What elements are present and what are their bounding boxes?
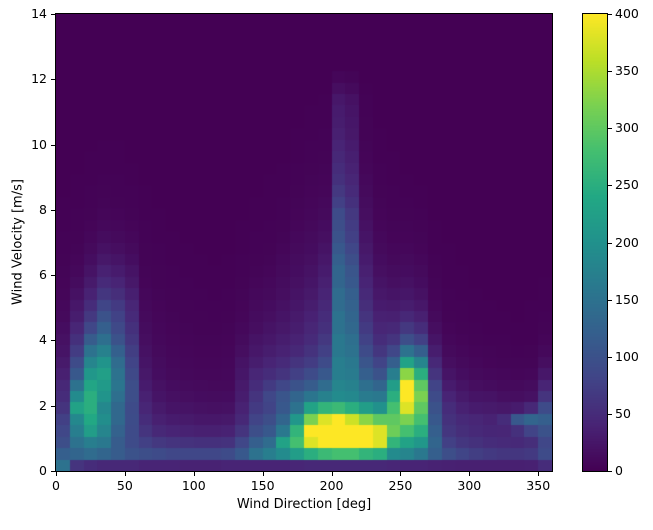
colorbar-tick-mark (608, 185, 612, 187)
x-tick-mark (469, 472, 471, 476)
colorbar-tick-mark (608, 14, 612, 15)
x-tick-mark (331, 472, 333, 476)
y-tick-label: 2 (39, 397, 47, 413)
y-tick-mark (51, 209, 55, 211)
colorbar (582, 13, 608, 472)
x-axis-label: Wind Direction [deg] (236, 497, 372, 512)
x-tick-label: 100 (181, 478, 206, 493)
colorbar-tick-mark (608, 299, 612, 301)
x-tick-mark (56, 472, 57, 476)
colorbar-tick-label: 350 (615, 62, 639, 78)
x-tick-mark (538, 472, 540, 476)
x-tick-mark (262, 472, 264, 476)
colorbar-tick-label: 100 (615, 348, 639, 364)
y-tick-label: 0 (39, 462, 47, 478)
colorbar-tick-mark (608, 471, 612, 472)
y-tick-mark (51, 405, 55, 407)
heatmap-plot-area (55, 13, 553, 472)
y-tick-mark (51, 79, 55, 81)
y-tick-label: 12 (31, 71, 47, 87)
x-tick-mark (124, 472, 126, 476)
y-tick-label: 14 (31, 5, 47, 21)
colorbar-tick-label: 0 (615, 462, 623, 478)
x-tick-mark (193, 472, 195, 476)
colorbar-tick-mark (608, 413, 612, 415)
x-tick-label: 200 (319, 478, 344, 493)
colorbar-gradient (583, 14, 607, 471)
x-tick-label: 300 (457, 478, 482, 493)
x-tick-label: 50 (116, 478, 133, 493)
colorbar-tick-label: 400 (615, 5, 639, 21)
y-tick-label: 8 (39, 201, 47, 217)
y-tick-label: 6 (39, 266, 47, 282)
colorbar-tick-label: 200 (615, 234, 639, 250)
y-tick-mark (51, 275, 55, 277)
colorbar-tick-mark (608, 242, 612, 244)
colorbar-tick-mark (608, 356, 612, 358)
y-tick-label: 10 (31, 136, 47, 152)
colorbar-tick-label: 150 (615, 291, 639, 307)
colorbar-tick-label: 300 (615, 120, 639, 135)
y-axis-label: Wind Velocity [m/s] (10, 179, 26, 305)
y-tick-mark (51, 340, 55, 342)
y-tick-label: 4 (39, 332, 47, 348)
y-tick-mark (51, 14, 55, 15)
x-tick-mark (400, 472, 402, 476)
y-tick-mark (51, 471, 55, 472)
y-tick-mark (51, 144, 55, 146)
x-tick-label: 350 (526, 478, 551, 493)
x-tick-label: 250 (388, 478, 413, 493)
colorbar-tick-mark (608, 71, 612, 73)
colorbar-tick-label: 50 (615, 405, 631, 421)
x-tick-label: 0 (52, 478, 60, 493)
colorbar-tick-mark (608, 128, 612, 130)
heatmap-canvas (56, 14, 552, 471)
colorbar-tick-label: 250 (615, 177, 639, 193)
x-tick-label: 150 (250, 478, 275, 493)
